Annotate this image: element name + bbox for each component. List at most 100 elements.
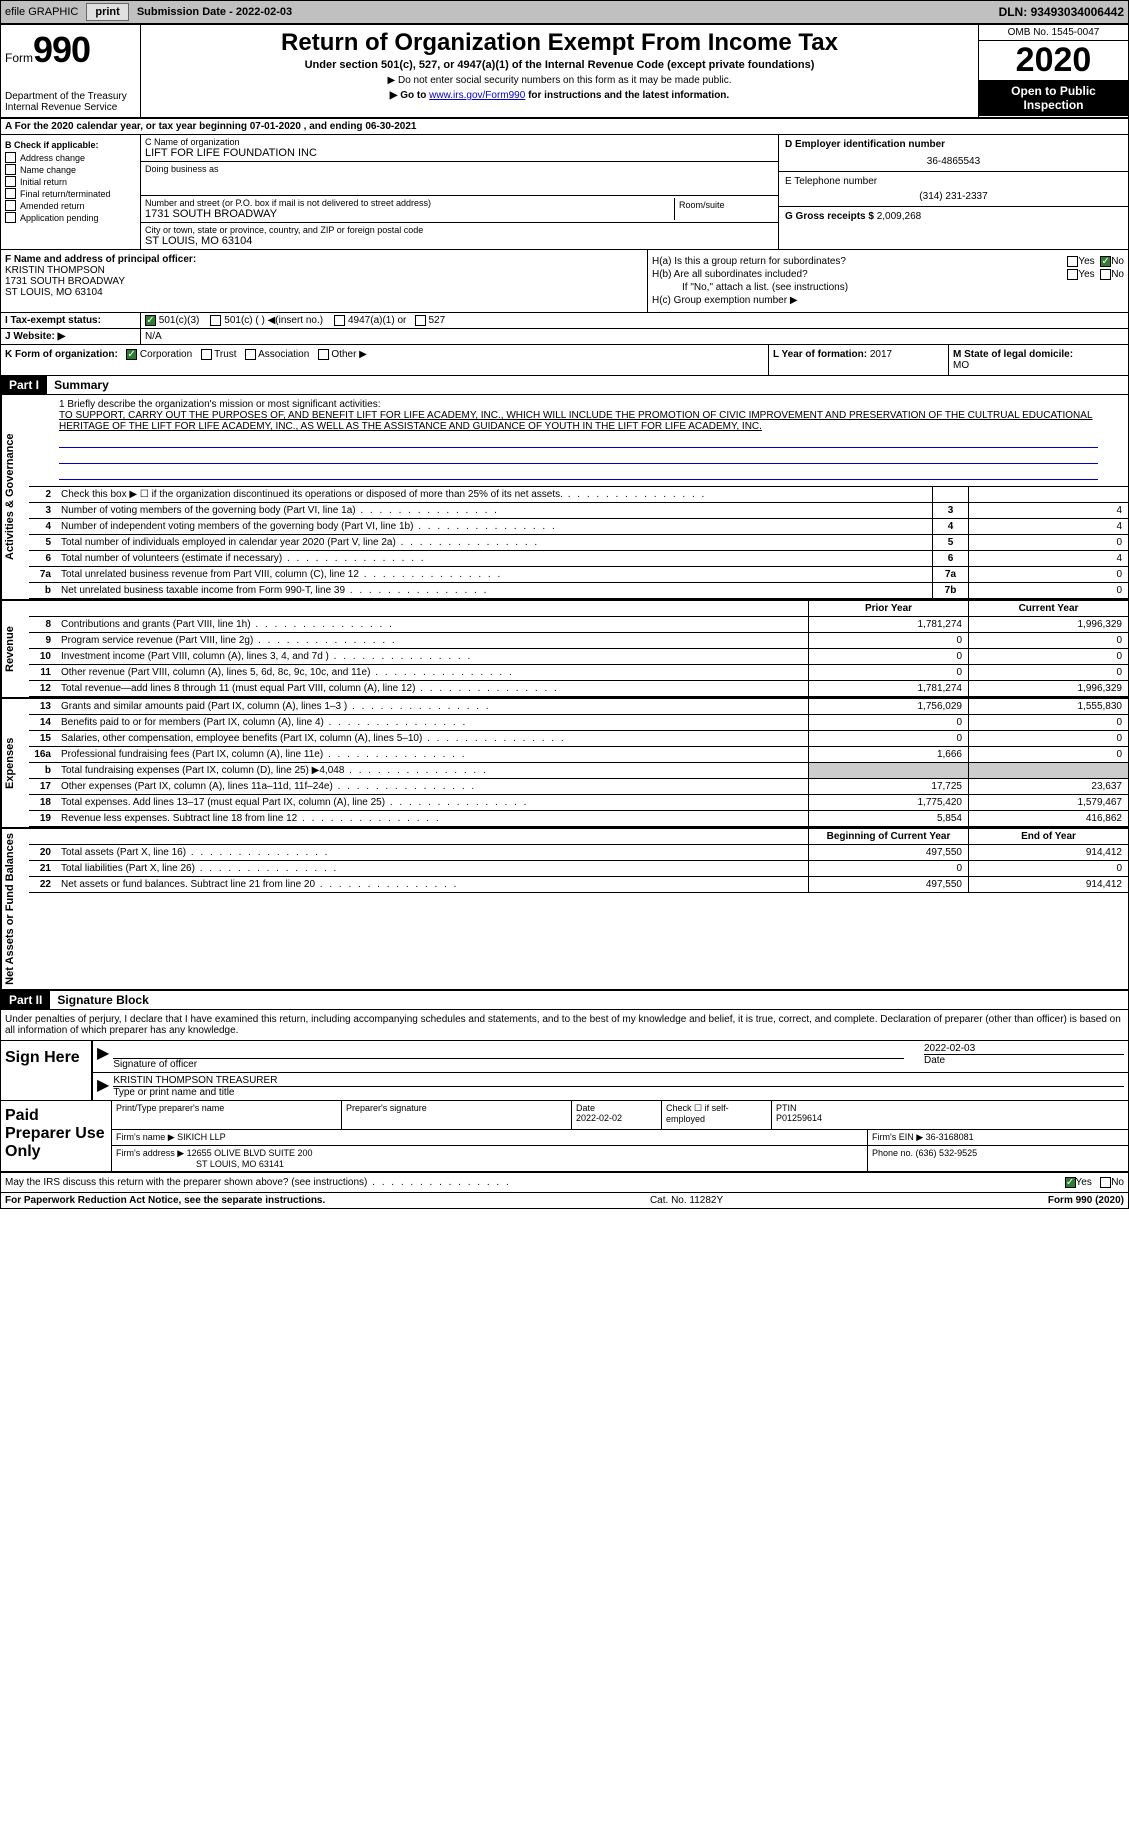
column-c: C Name of organization LIFT FOR LIFE FOU… bbox=[141, 135, 778, 249]
ssn-note: ▶ Do not enter social security numbers o… bbox=[149, 75, 970, 86]
arrow-icon: ▶ bbox=[97, 1075, 109, 1098]
line-13: 13 Grants and similar amounts paid (Part… bbox=[29, 699, 1128, 715]
cat-no: Cat. No. 11282Y bbox=[650, 1195, 723, 1206]
paid-preparer-section: Paid Preparer Use Only Print/Type prepar… bbox=[1, 1101, 1128, 1173]
gov-line-5: 5 Total number of individuals employed i… bbox=[29, 535, 1128, 551]
line-22: 22 Net assets or fund balances. Subtract… bbox=[29, 877, 1128, 893]
goto-note: ▶ Go to www.irs.gov/Form990 for instruct… bbox=[149, 90, 970, 101]
officer-addr2: ST LOUIS, MO 63104 bbox=[5, 287, 643, 298]
sig-date: 2022-02-03 bbox=[924, 1043, 1124, 1055]
chk-527[interactable] bbox=[415, 315, 426, 326]
form-990: Form990 Department of the Treasury Inter… bbox=[0, 24, 1129, 1209]
gov-line-2: 2 Check this box ▶ ☐ if the organization… bbox=[29, 487, 1128, 503]
gov-line-6: 6 Total number of volunteers (estimate i… bbox=[29, 551, 1128, 567]
h-c: H(c) Group exemption number ▶ bbox=[652, 295, 1124, 306]
row-i: I Tax-exempt status: 501(c)(3) 501(c) ( … bbox=[1, 313, 1128, 329]
line-15: 15 Salaries, other compensation, employe… bbox=[29, 731, 1128, 747]
chk-initial-return[interactable]: Initial return bbox=[5, 176, 136, 187]
h-b: H(b) Are all subordinates included? Yes … bbox=[652, 269, 1124, 280]
expenses-section: Expenses 13 Grants and similar amounts p… bbox=[1, 699, 1128, 829]
ha-no[interactable] bbox=[1100, 256, 1111, 267]
form-header: Form990 Department of the Treasury Inter… bbox=[1, 25, 1128, 119]
gov-line-4: 4 Number of independent voting members o… bbox=[29, 519, 1128, 535]
line-8: 8 Contributions and grants (Part VIII, l… bbox=[29, 617, 1128, 633]
row-a-tax-year: A For the 2020 calendar year, or tax yea… bbox=[1, 119, 1128, 135]
line-9: 9 Program service revenue (Part VIII, li… bbox=[29, 633, 1128, 649]
irs-link[interactable]: www.irs.gov/Form990 bbox=[429, 90, 525, 101]
hb-yes[interactable] bbox=[1067, 269, 1078, 280]
col-headers-net: Beginning of Current Year End of Year bbox=[29, 829, 1128, 845]
line-b: b Total fundraising expenses (Part IX, c… bbox=[29, 763, 1128, 779]
line-21: 21 Total liabilities (Part X, line 26) 0… bbox=[29, 861, 1128, 877]
form-title: Return of Organization Exempt From Incom… bbox=[149, 29, 970, 57]
net-assets-section: Net Assets or Fund Balances Beginning of… bbox=[1, 829, 1128, 991]
chk-name-change[interactable]: Name change bbox=[5, 164, 136, 175]
header-middle: Return of Organization Exempt From Incom… bbox=[141, 25, 978, 117]
column-b: B Check if applicable: Address change Na… bbox=[1, 135, 141, 249]
part-1-header: Part I Summary bbox=[1, 376, 1128, 395]
signature-section: Under penalties of perjury, I declare th… bbox=[1, 1010, 1128, 1193]
open-to-inspection: Open to Public Inspection bbox=[979, 80, 1128, 116]
discuss-row: May the IRS discuss this return with the… bbox=[1, 1173, 1128, 1193]
discuss-no[interactable] bbox=[1100, 1177, 1111, 1188]
gross-receipts: 2,009,268 bbox=[877, 211, 922, 222]
officer-name: KRISTIN THOMPSON bbox=[5, 265, 643, 276]
chk-other[interactable] bbox=[318, 349, 329, 360]
street-address: 1731 SOUTH BROADWAY bbox=[145, 208, 674, 220]
discuss-yes[interactable] bbox=[1065, 1177, 1076, 1188]
col-k: K Form of organization: Corporation Trus… bbox=[1, 345, 768, 375]
gov-line-3: 3 Number of voting members of the govern… bbox=[29, 503, 1128, 519]
toolbar: efile GRAPHIC print Submission Date - 20… bbox=[0, 0, 1129, 24]
room-suite: Room/suite bbox=[674, 198, 774, 220]
row-j: J Website: ▶ N/A bbox=[1, 329, 1128, 345]
gov-line-b: b Net unrelated business taxable income … bbox=[29, 583, 1128, 599]
h-a: H(a) Is this a group return for subordin… bbox=[652, 256, 1124, 267]
part-2-header: Part II Signature Block bbox=[1, 991, 1128, 1010]
omb-number: OMB No. 1545-0047 bbox=[979, 25, 1128, 41]
column-d-e-g: D Employer identification number 36-4865… bbox=[778, 135, 1128, 249]
chk-4947[interactable] bbox=[334, 315, 345, 326]
irs-label: Internal Revenue Service bbox=[5, 102, 136, 113]
website: N/A bbox=[141, 329, 1128, 344]
chk-501c3[interactable] bbox=[145, 315, 156, 326]
col-f: F Name and address of principal officer:… bbox=[1, 250, 648, 312]
chk-final-return[interactable]: Final return/terminated bbox=[5, 188, 136, 199]
form-subtitle: Under section 501(c), 527, or 4947(a)(1)… bbox=[149, 59, 970, 71]
form-number: 990 bbox=[33, 29, 90, 70]
ha-yes[interactable] bbox=[1067, 256, 1078, 267]
page-footer: For Paperwork Reduction Act Notice, see … bbox=[1, 1193, 1128, 1208]
section-b-to-g: B Check if applicable: Address change Na… bbox=[1, 135, 1128, 250]
pra-notice: For Paperwork Reduction Act Notice, see … bbox=[5, 1195, 325, 1206]
header-right: OMB No. 1545-0047 2020 Open to Public In… bbox=[978, 25, 1128, 117]
chk-application-pending[interactable]: Application pending bbox=[5, 212, 136, 223]
prep-date: 2022-02-02 bbox=[576, 1113, 622, 1123]
chk-association[interactable] bbox=[245, 349, 256, 360]
header-left: Form990 Department of the Treasury Inter… bbox=[1, 25, 141, 117]
gov-line-7a: 7a Total unrelated business revenue from… bbox=[29, 567, 1128, 583]
print-button[interactable]: print bbox=[86, 3, 128, 21]
chk-amended-return[interactable]: Amended return bbox=[5, 200, 136, 211]
line-20: 20 Total assets (Part X, line 16) 497,55… bbox=[29, 845, 1128, 861]
officer-addr1: 1731 SOUTH BROADWAY bbox=[5, 276, 643, 287]
line-14: 14 Benefits paid to or for members (Part… bbox=[29, 715, 1128, 731]
chk-trust[interactable] bbox=[201, 349, 212, 360]
line-12: 12 Total revenue—add lines 8 through 11 … bbox=[29, 681, 1128, 697]
sign-here-label: Sign Here bbox=[1, 1041, 91, 1100]
ptin: P01259614 bbox=[776, 1113, 822, 1123]
chk-corporation[interactable] bbox=[126, 349, 137, 360]
hb-no[interactable] bbox=[1100, 269, 1111, 280]
row-k-l-m: K Form of organization: Corporation Trus… bbox=[1, 345, 1128, 376]
chk-address-change[interactable]: Address change bbox=[5, 152, 136, 163]
vtab-expenses: Expenses bbox=[1, 699, 29, 827]
perjury-statement: Under penalties of perjury, I declare th… bbox=[1, 1010, 1128, 1041]
line-17: 17 Other expenses (Part IX, column (A), … bbox=[29, 779, 1128, 795]
firm-addr2: ST LOUIS, MO 63141 bbox=[116, 1159, 863, 1169]
col-headers-rev: Prior Year Current Year bbox=[29, 601, 1128, 617]
telephone: (314) 231-2337 bbox=[785, 191, 1122, 202]
dept-treasury: Department of the Treasury bbox=[5, 91, 136, 102]
firm-phone: (636) 532-9525 bbox=[916, 1148, 978, 1158]
chk-501c[interactable] bbox=[210, 315, 221, 326]
line-19: 19 Revenue less expenses. Subtract line … bbox=[29, 811, 1128, 827]
form-footer: Form 990 (2020) bbox=[1048, 1195, 1124, 1206]
mission-text: TO SUPPORT, CARRY OUT THE PURPOSES OF, A… bbox=[59, 410, 1098, 432]
